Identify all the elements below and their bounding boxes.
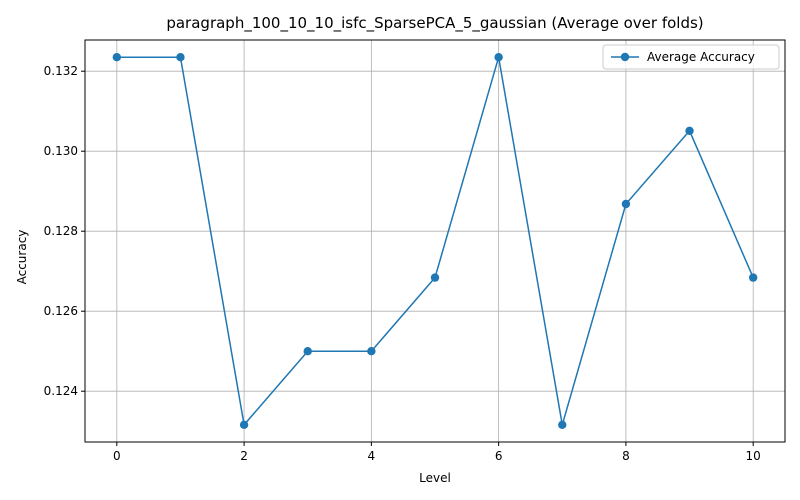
x-tick-label: 2 bbox=[240, 449, 248, 463]
x-axis-ticks: 0 2 4 6 8 10 bbox=[113, 442, 761, 463]
legend-marker bbox=[620, 52, 630, 62]
plot-frame bbox=[84, 39, 786, 443]
chart-title: paragraph_100_10_10_isfc_SparsePCA_5_gau… bbox=[166, 14, 703, 33]
y-tick-label: 0.132 bbox=[44, 64, 78, 78]
y-tick-label: 0.124 bbox=[44, 384, 78, 398]
data-point bbox=[494, 53, 503, 62]
x-axis-label: Level bbox=[419, 471, 451, 485]
data-point bbox=[303, 347, 312, 356]
x-tick-label: 6 bbox=[495, 449, 503, 463]
y-axis-ticks: 0.124 0.126 0.128 0.130 0.132 bbox=[44, 64, 85, 398]
data-point bbox=[239, 420, 249, 429]
x-tick-label: 0 bbox=[113, 449, 121, 463]
data-point bbox=[176, 53, 185, 62]
y-tick-label: 0.128 bbox=[44, 224, 78, 238]
data-point bbox=[112, 53, 122, 62]
data-point bbox=[748, 273, 758, 282]
data-point bbox=[367, 347, 376, 356]
legend-box bbox=[602, 44, 780, 70]
data-point bbox=[558, 420, 567, 429]
legend-label: Average Accuracy bbox=[647, 50, 755, 64]
series-line bbox=[116, 56, 754, 427]
data-point bbox=[621, 199, 631, 209]
data-point bbox=[430, 273, 440, 282]
grid-lines bbox=[85, 40, 785, 442]
series-layer bbox=[112, 53, 758, 429]
y-axis-label: Accuracy bbox=[15, 230, 29, 285]
x-tick-label: 8 bbox=[622, 449, 630, 463]
y-tick-label: 0.130 bbox=[44, 144, 78, 158]
legend: Average Accuracy bbox=[602, 44, 780, 70]
y-tick-label: 0.126 bbox=[44, 304, 78, 318]
data-point bbox=[685, 126, 694, 135]
x-tick-label: 4 bbox=[368, 449, 376, 463]
x-tick-label: 10 bbox=[746, 449, 761, 463]
